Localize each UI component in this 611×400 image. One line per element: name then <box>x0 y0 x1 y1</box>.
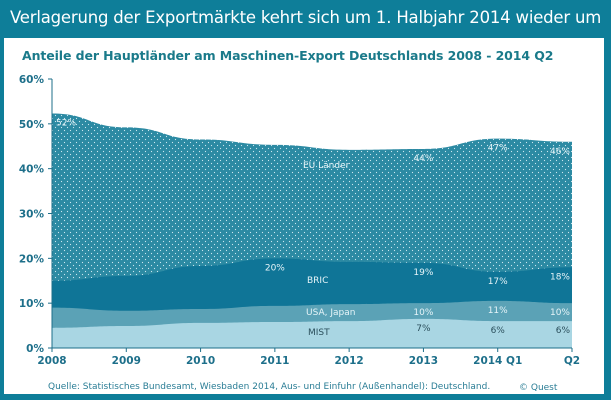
x-tick-label: 2008 <box>37 355 66 367</box>
data-label: 44% <box>413 154 433 164</box>
y-tick-label: 40% <box>19 164 45 176</box>
header-banner: Verlagerung der Exportmärkte kehrt sich … <box>0 0 611 38</box>
area-mist <box>52 318 572 348</box>
data-label: 20% <box>265 263 285 273</box>
x-tick-label: 2013 <box>409 355 438 367</box>
series-label: MIST <box>308 328 330 338</box>
page-title: Verlagerung der Exportmärkte kehrt sich … <box>10 8 602 27</box>
y-tick-label: 0% <box>26 343 44 355</box>
y-tick-label: 10% <box>19 298 45 310</box>
data-label: 6% <box>491 326 506 336</box>
data-label: 6% <box>556 326 571 336</box>
x-tick-label: 2011 <box>260 355 289 367</box>
chart-title: Anteile der Hauptländer am Maschinen-Exp… <box>22 48 554 63</box>
x-tick-label: 2009 <box>112 355 141 367</box>
data-label: 10% <box>413 308 433 318</box>
series-label: BRIC <box>307 276 328 286</box>
series-label: EU Länder <box>303 161 350 171</box>
data-label: 47% <box>488 144 508 154</box>
series-label: USA, Japan <box>306 308 355 318</box>
y-tick-label: 60% <box>19 74 45 86</box>
x-tick-label: 2010 <box>186 355 215 367</box>
x-tick-label: Q2 <box>564 355 580 367</box>
data-label: 18% <box>550 272 570 282</box>
data-label: 19% <box>413 268 433 278</box>
data-label: 46% <box>550 147 570 157</box>
data-label: 11% <box>488 306 508 316</box>
data-label: 10% <box>550 308 570 318</box>
y-tick-label: 20% <box>19 253 45 265</box>
y-tick-label: 30% <box>19 209 45 221</box>
data-label: 7% <box>416 324 431 334</box>
data-label: 17% <box>488 277 508 287</box>
x-tick-label: 2012 <box>335 355 364 367</box>
copyright-note: © Quest <box>519 383 558 393</box>
x-tick-label: 2014 Q1 <box>473 355 522 367</box>
y-tick-label: 50% <box>19 119 45 131</box>
source-note: Quelle: Statistisches Bundesamt, Wiesbad… <box>48 382 491 392</box>
data-label: 52% <box>56 119 76 129</box>
